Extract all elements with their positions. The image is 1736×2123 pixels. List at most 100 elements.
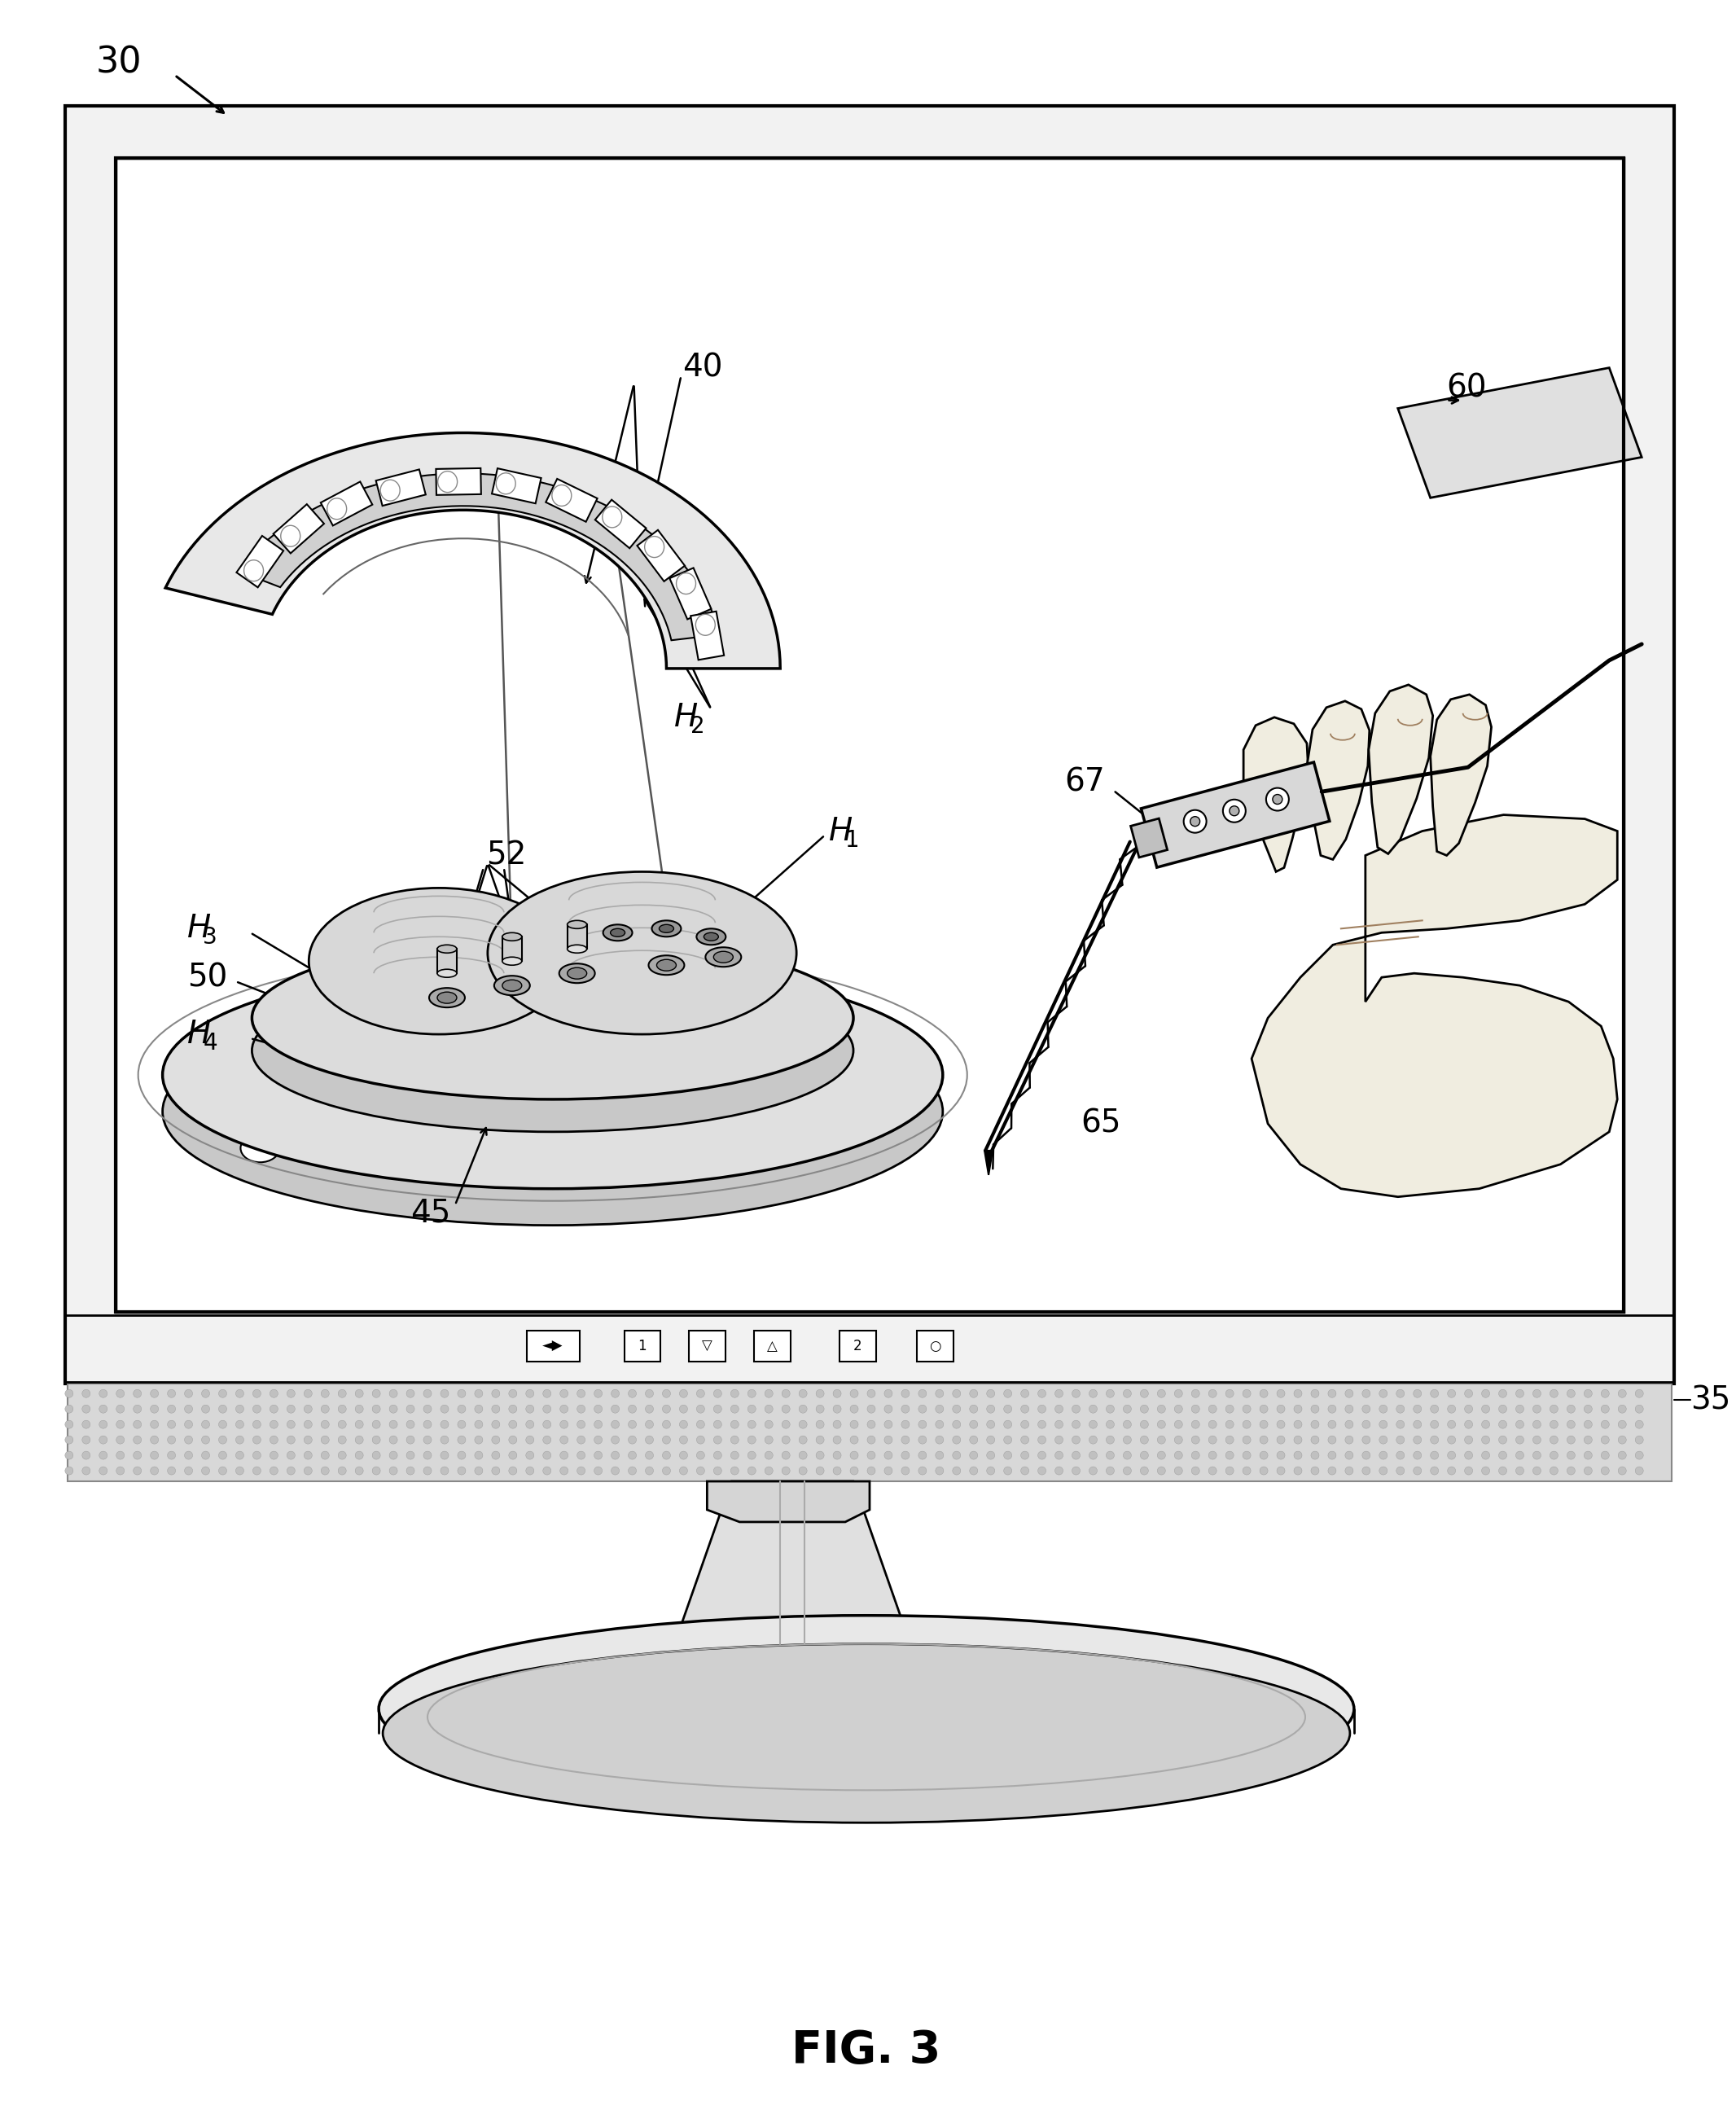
Ellipse shape (656, 960, 677, 970)
Circle shape (1396, 1405, 1404, 1414)
Circle shape (748, 1467, 755, 1475)
Bar (917, 1331, 953, 1361)
Text: 67: 67 (1064, 766, 1106, 798)
Circle shape (799, 1420, 807, 1429)
Ellipse shape (163, 998, 943, 1225)
Circle shape (1311, 1405, 1319, 1414)
Circle shape (901, 1467, 910, 1475)
Circle shape (1021, 1388, 1029, 1397)
Circle shape (286, 1420, 295, 1429)
Ellipse shape (713, 951, 733, 962)
Bar (526, 1331, 580, 1361)
Ellipse shape (778, 1134, 816, 1161)
Circle shape (901, 1452, 910, 1459)
Circle shape (1448, 1405, 1455, 1414)
Circle shape (1328, 1435, 1337, 1444)
Circle shape (1226, 1467, 1234, 1475)
Circle shape (491, 1405, 500, 1414)
Circle shape (1073, 1388, 1080, 1397)
Circle shape (986, 1405, 995, 1414)
Text: ◄▶: ◄▶ (542, 1340, 562, 1354)
Text: 52: 52 (486, 841, 526, 870)
Circle shape (1260, 1435, 1267, 1444)
Circle shape (82, 1420, 90, 1429)
Polygon shape (321, 482, 372, 527)
Circle shape (628, 1405, 637, 1414)
Circle shape (1191, 817, 1200, 826)
Circle shape (901, 1420, 910, 1429)
Circle shape (561, 1435, 568, 1444)
Circle shape (1498, 1467, 1507, 1475)
Circle shape (868, 1467, 875, 1475)
Circle shape (64, 1452, 73, 1459)
Circle shape (201, 1420, 210, 1429)
Circle shape (731, 1405, 740, 1414)
Circle shape (970, 1405, 977, 1414)
Circle shape (1055, 1435, 1062, 1444)
Circle shape (286, 1435, 295, 1444)
Circle shape (1158, 1452, 1165, 1459)
Circle shape (339, 1420, 345, 1429)
Circle shape (1378, 1388, 1387, 1397)
Circle shape (458, 1420, 465, 1429)
Circle shape (1276, 1467, 1285, 1475)
Circle shape (1276, 1435, 1285, 1444)
Circle shape (1481, 1420, 1489, 1429)
Circle shape (1345, 1420, 1352, 1429)
Circle shape (526, 1467, 535, 1475)
Circle shape (458, 1435, 465, 1444)
Circle shape (491, 1420, 500, 1429)
Circle shape (781, 1388, 790, 1397)
Circle shape (167, 1405, 175, 1414)
Circle shape (611, 1388, 620, 1397)
Circle shape (474, 1420, 483, 1429)
Circle shape (1430, 1452, 1439, 1459)
Circle shape (1141, 1420, 1149, 1429)
Circle shape (167, 1452, 175, 1459)
Polygon shape (236, 535, 283, 588)
Circle shape (1465, 1388, 1472, 1397)
Circle shape (868, 1452, 875, 1459)
Bar (689, 1331, 726, 1361)
Circle shape (286, 1405, 295, 1414)
Text: 4: 4 (203, 1032, 217, 1055)
Circle shape (1396, 1388, 1404, 1397)
Circle shape (953, 1467, 960, 1475)
Circle shape (1378, 1435, 1387, 1444)
Circle shape (269, 1467, 278, 1475)
Circle shape (628, 1420, 637, 1429)
Circle shape (1123, 1452, 1132, 1459)
Circle shape (646, 1452, 653, 1459)
Circle shape (1021, 1405, 1029, 1414)
Circle shape (134, 1452, 141, 1459)
Circle shape (766, 1388, 773, 1397)
Circle shape (1448, 1452, 1455, 1459)
Circle shape (406, 1467, 415, 1475)
Ellipse shape (651, 921, 681, 936)
Bar (115, 157, 1623, 1312)
Circle shape (269, 1405, 278, 1414)
Circle shape (576, 1405, 585, 1414)
Circle shape (1266, 788, 1288, 811)
Circle shape (1311, 1420, 1319, 1429)
Circle shape (1481, 1467, 1489, 1475)
Circle shape (766, 1405, 773, 1414)
Circle shape (1293, 1467, 1302, 1475)
Circle shape (1003, 1420, 1012, 1429)
Circle shape (868, 1435, 875, 1444)
Circle shape (884, 1435, 892, 1444)
Circle shape (1583, 1388, 1592, 1397)
Circle shape (628, 1467, 637, 1475)
Circle shape (184, 1467, 193, 1475)
Circle shape (82, 1388, 90, 1397)
Circle shape (151, 1435, 158, 1444)
Circle shape (1345, 1405, 1352, 1414)
Text: 3: 3 (203, 926, 217, 949)
Circle shape (1448, 1388, 1455, 1397)
Circle shape (1003, 1405, 1012, 1414)
Circle shape (184, 1405, 193, 1414)
Polygon shape (595, 499, 646, 548)
Circle shape (151, 1452, 158, 1459)
Circle shape (611, 1452, 620, 1459)
Circle shape (1106, 1388, 1115, 1397)
